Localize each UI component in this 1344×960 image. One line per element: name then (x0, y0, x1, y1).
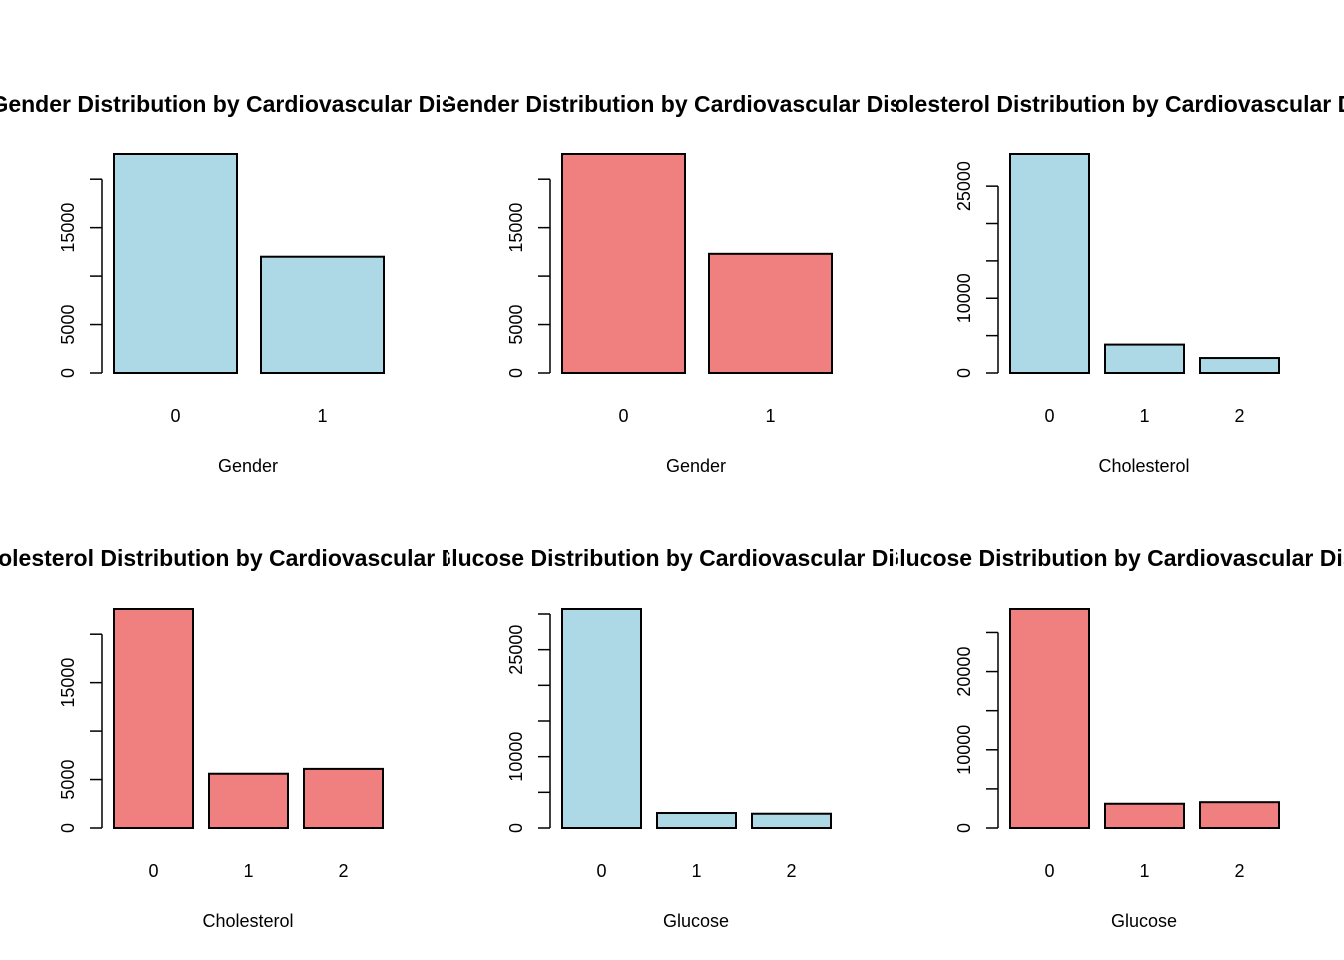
bar-1 (1104, 343, 1185, 374)
x-axis-label: Cholesterol (1098, 456, 1189, 476)
chart-title: Glucose Distribution by Cardiovascular D… (433, 545, 958, 571)
chart-title: Cholesterol Distribution by Cardiovascul… (863, 91, 1344, 117)
chart-title: Glucose Distribution by Cardiovascular D… (881, 545, 1344, 571)
chart-panel-6: Glucose Distribution by Cardiovascular D… (881, 545, 1344, 931)
bar-0 (561, 153, 686, 374)
category-label: 0 (148, 861, 158, 881)
chart-panel-1: Gender Distribution by Cardiovascular Di… (0, 91, 506, 476)
y-tick-label: 20000 (954, 647, 974, 697)
chart-panel-4: Cholesterol Distribution by Cardiovascul… (0, 545, 529, 931)
chart-panel-5: Glucose Distribution by Cardiovascular D… (433, 545, 958, 931)
bar-1 (656, 812, 737, 829)
bar-2 (1199, 801, 1280, 829)
y-tick-label: 15000 (506, 203, 526, 253)
y-tick-label: 0 (58, 368, 78, 378)
x-axis-label: Cholesterol (202, 911, 293, 931)
chart-panel-2: Gender Distribution by Cardiovascular Di… (438, 91, 953, 476)
category-label: 0 (618, 406, 628, 426)
category-label: 1 (1139, 861, 1149, 881)
y-tick-label: 0 (506, 368, 526, 378)
category-label: 1 (1139, 406, 1149, 426)
chart-title: Gender Distribution by Cardiovascular Di… (0, 91, 506, 117)
y-tick-label: 10000 (954, 273, 974, 323)
bar-0 (113, 608, 194, 829)
category-label: 2 (338, 861, 348, 881)
y-tick-label: 25000 (954, 161, 974, 211)
category-label: 2 (1234, 406, 1244, 426)
category-label: 1 (317, 406, 327, 426)
bar-0 (561, 608, 642, 829)
y-tick-label: 10000 (954, 725, 974, 775)
bar-0 (1009, 608, 1090, 829)
y-tick-label: 0 (954, 823, 974, 833)
category-label: 0 (1044, 861, 1054, 881)
chart-panel-3: Cholesterol Distribution by Cardiovascul… (863, 91, 1344, 476)
y-tick-label: 5000 (58, 760, 78, 800)
category-label: 1 (691, 861, 701, 881)
bar-1 (208, 772, 289, 829)
y-tick-label: 5000 (58, 305, 78, 345)
chart-title: Cholesterol Distribution by Cardiovascul… (0, 545, 529, 571)
category-label: 0 (1044, 406, 1054, 426)
chart-title: Gender Distribution by Cardiovascular Di… (438, 91, 953, 117)
x-axis-label: Gender (666, 456, 726, 476)
category-label: 1 (243, 861, 253, 881)
category-label: 1 (765, 406, 775, 426)
x-axis-label: Glucose (663, 911, 729, 931)
y-tick-label: 10000 (506, 732, 526, 782)
bar-1 (1104, 802, 1185, 830)
bar-0 (1009, 153, 1090, 374)
category-label: 2 (1234, 861, 1244, 881)
bar-1 (708, 252, 833, 374)
category-label: 2 (786, 861, 796, 881)
bar-0 (113, 153, 238, 374)
x-axis-label: Glucose (1111, 911, 1177, 931)
y-tick-label: 15000 (58, 203, 78, 253)
y-tick-label: 25000 (506, 625, 526, 675)
bar-1 (260, 255, 385, 375)
y-tick-label: 5000 (506, 305, 526, 345)
bar-2 (751, 812, 832, 830)
y-tick-label: 15000 (58, 658, 78, 708)
y-tick-label: 0 (58, 823, 78, 833)
y-tick-label: 0 (506, 823, 526, 833)
bar-2 (303, 767, 384, 830)
category-label: 0 (170, 406, 180, 426)
category-label: 0 (596, 861, 606, 881)
bar-2 (1199, 357, 1280, 375)
y-tick-label: 0 (954, 368, 974, 378)
x-axis-label: Gender (218, 456, 278, 476)
